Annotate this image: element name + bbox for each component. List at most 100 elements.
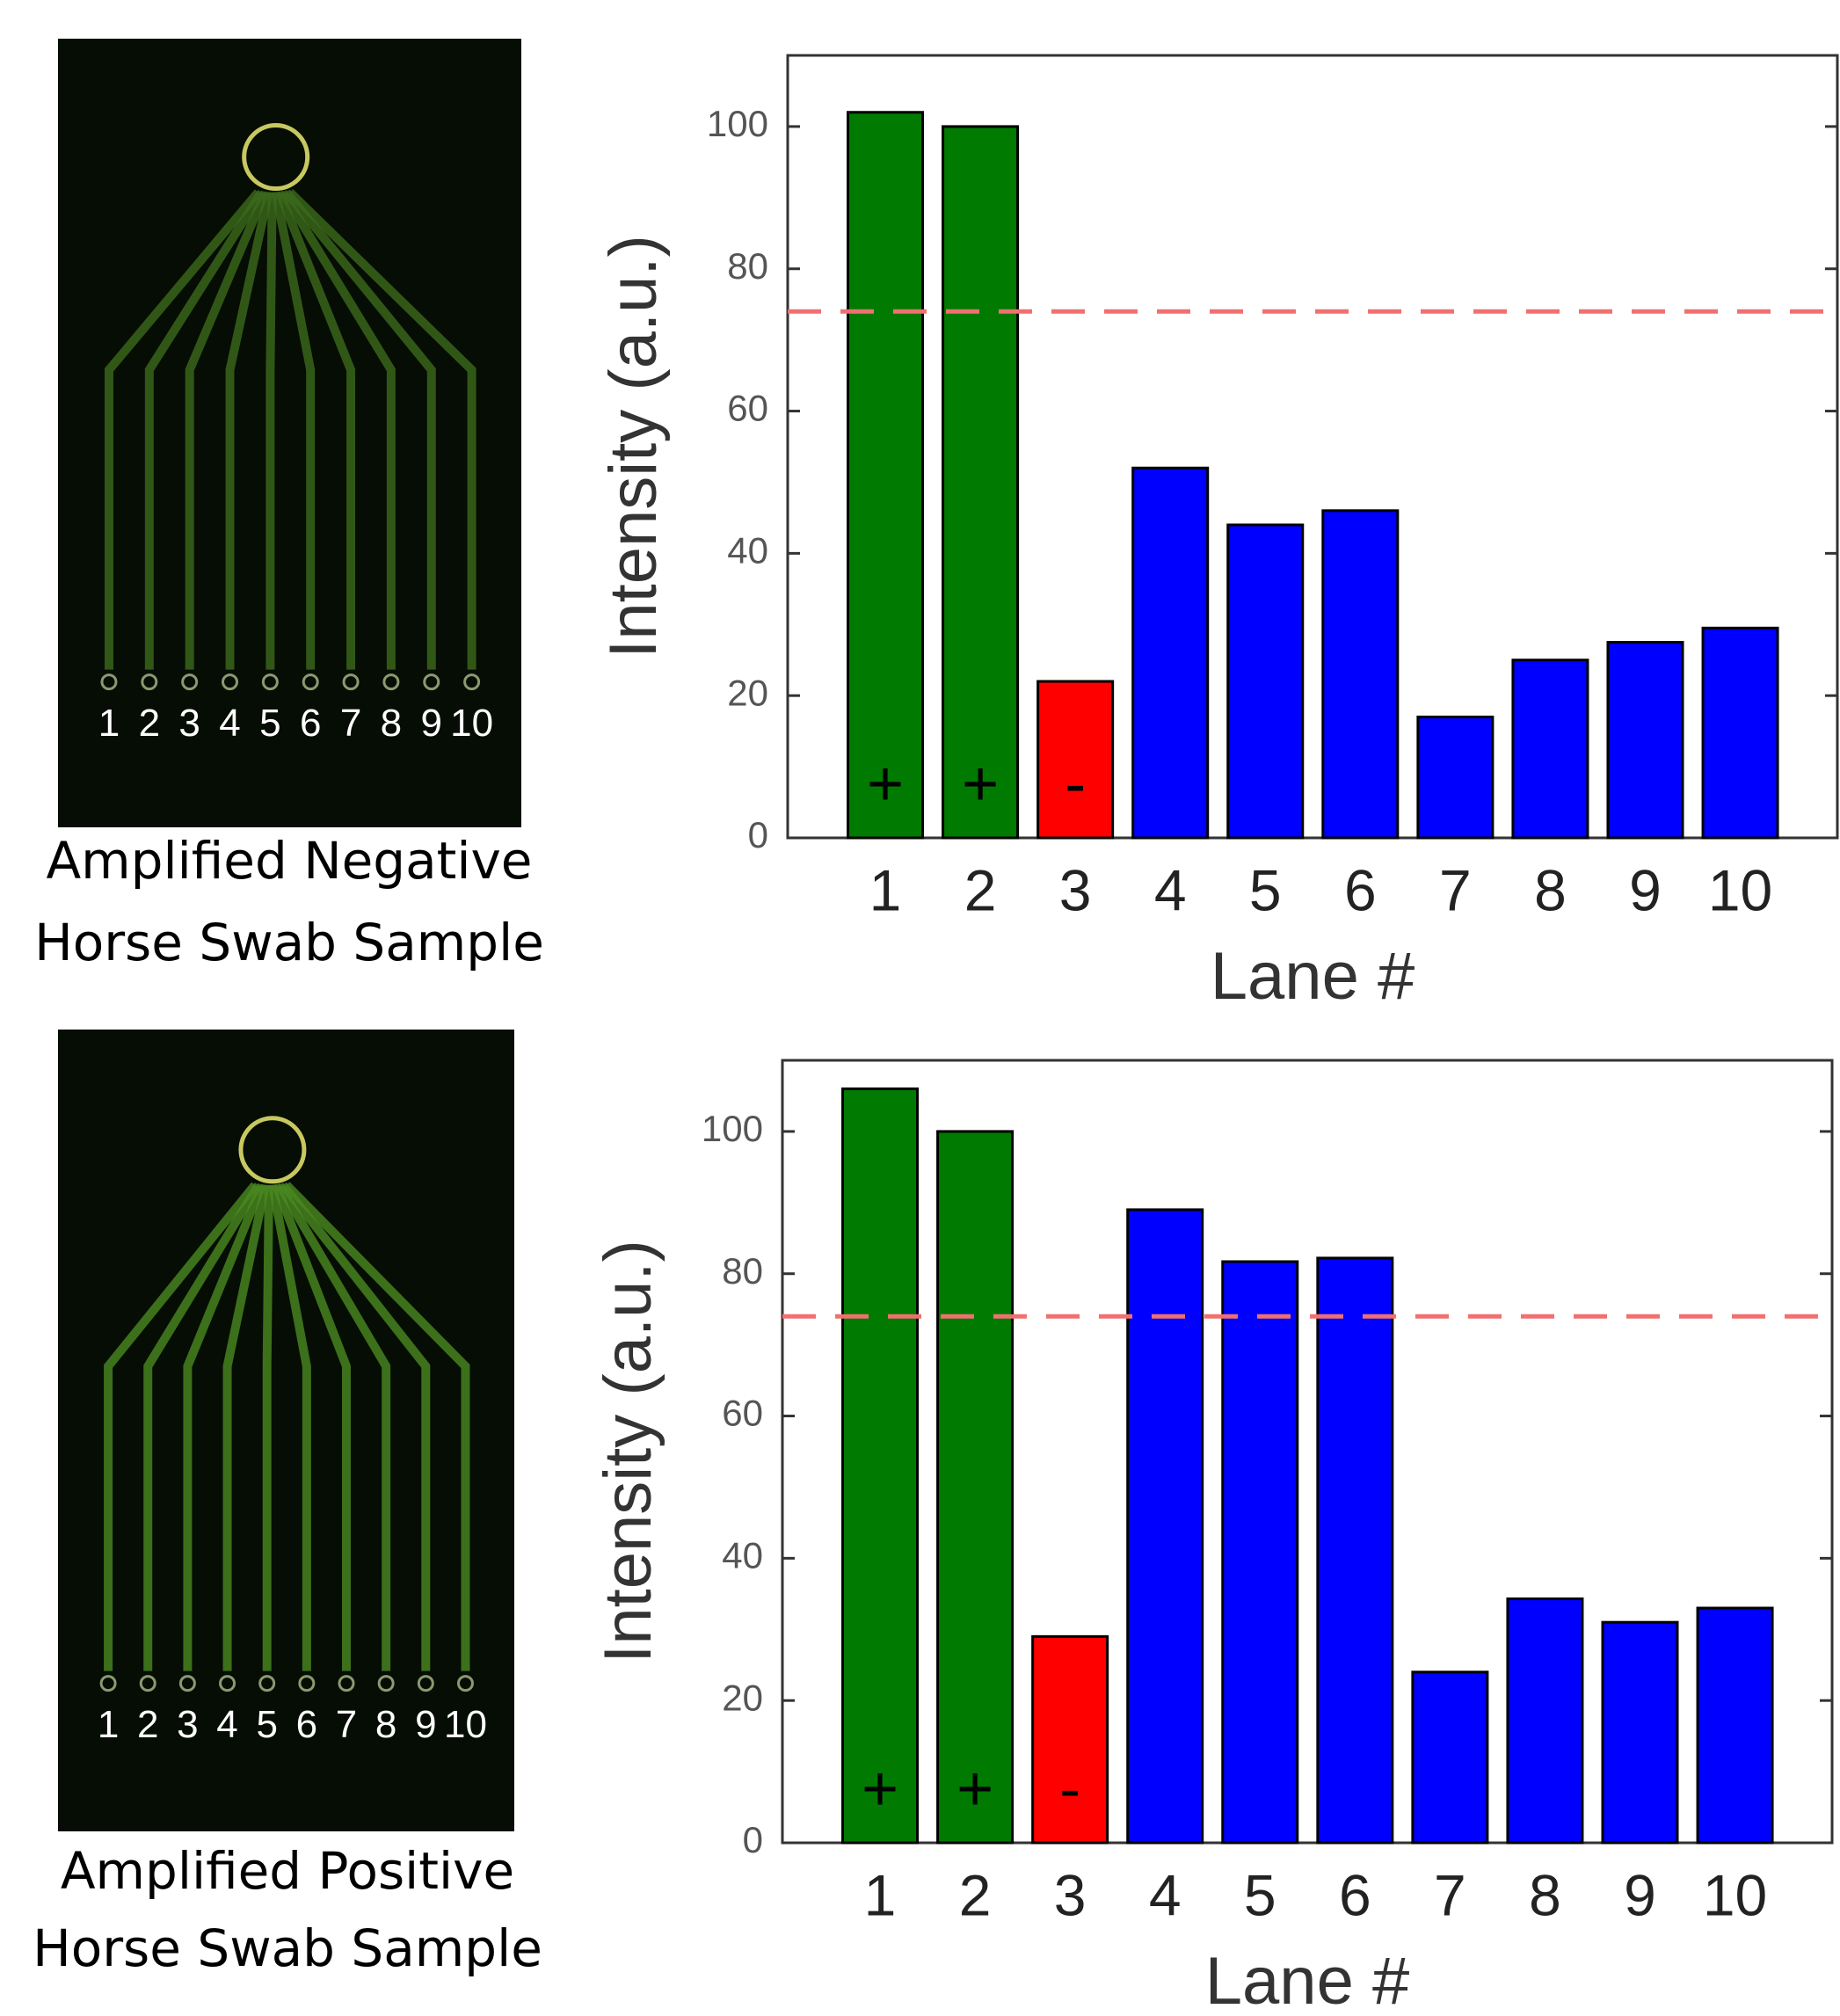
bar-mark: - [1059,1754,1080,1824]
bar [1226,523,1305,840]
photo [58,1030,514,1831]
bar [1036,680,1115,840]
photo-well [338,1675,355,1692]
bar [1606,641,1684,840]
x-tick-label: 6 [1339,1862,1371,1927]
photo-lane-label: 8 [375,1703,396,1746]
x-tick-label: 9 [1624,1862,1656,1927]
photo-well [258,1675,276,1692]
bar [1416,715,1495,840]
photo-lane-label: 7 [336,1703,357,1746]
photo-lane-label: 7 [340,702,361,745]
x-axis-title: Lane # [1211,939,1415,1014]
photo-lane-label: 5 [256,1703,277,1746]
bar [1506,1597,1584,1845]
photo-lane-label: 1 [98,1703,119,1746]
x-tick-label: 7 [1434,1862,1466,1927]
photo-channel [143,1183,263,1671]
photo-channel [279,189,396,670]
photo-caption: Horse Swab Sample [34,913,544,972]
y-tick-label: 0 [743,1819,763,1860]
photo-well [463,673,481,691]
x-tick-label: 1 [869,857,902,922]
photo-channel [271,191,316,670]
y-tick-label: 80 [722,1250,763,1292]
photo-channel [275,1183,391,1671]
photo-channel [287,188,476,670]
photo-lane-label: 4 [216,1703,237,1746]
photo-channel [225,191,273,670]
y-axis-title: Intensity (a.u.) [596,235,671,659]
x-tick-label: 1 [864,1862,897,1927]
photo-port [242,123,310,192]
photo-channel [265,192,277,670]
bar [942,125,1020,840]
bar [841,1087,920,1845]
bar-mark: + [956,1754,993,1824]
photo-port [238,1116,307,1184]
photo-lane-label: 3 [177,1703,198,1746]
photo-channel [280,1182,431,1671]
photo-channel [222,1183,270,1671]
photo-lane-label: 4 [219,702,240,745]
photo-lane-label: 1 [98,702,120,745]
photo-channel [183,1183,266,1671]
photo-channel [268,1183,311,1671]
photo-channel [144,189,265,670]
photo-well [99,1675,117,1692]
photo-well [178,1675,196,1692]
y-tick-label: 20 [722,1677,763,1718]
photo-lane-label: 9 [415,1703,436,1746]
photo-well [302,673,319,691]
photo-caption: Horse Swab Sample [33,1918,542,1978]
y-tick-label: 40 [722,1534,763,1576]
x-tick-label: 2 [964,857,997,922]
photo-channel [272,1183,352,1671]
photo-lane-label: 10 [450,702,493,745]
photo-well [261,673,279,691]
bar [1221,1260,1299,1845]
photo-well [298,1675,316,1692]
y-tick-label: 80 [727,245,768,287]
photo-channel [104,1182,258,1671]
photo-lane-label: 6 [300,702,321,745]
y-tick-label: 100 [702,1108,763,1149]
x-tick-label: 4 [1149,1862,1182,1927]
photo-well [417,1675,434,1692]
photo-well [141,673,158,691]
photo-channel [104,189,262,670]
photo-channel [262,1184,273,1671]
bar-mark: + [867,749,904,819]
bar [1321,509,1400,840]
x-tick-label: 7 [1439,857,1472,922]
x-tick-label: 5 [1249,857,1282,922]
bar [1701,626,1779,840]
y-axis-title: Intensity (a.u.) [591,1240,665,1663]
photo-lane-label: 2 [139,702,160,745]
photo-lane-label: 5 [259,702,280,745]
y-tick-label: 40 [727,529,768,571]
bar [1131,466,1210,840]
y-tick-label: 60 [727,388,768,429]
photo-channel [283,1182,470,1671]
bar [936,1130,1015,1845]
bar [1601,1620,1679,1845]
photo-well [456,1675,474,1692]
bar [1411,1670,1489,1845]
photo-caption: Amplified Positive [61,1841,514,1901]
photo-well [100,673,118,691]
x-tick-label: 9 [1629,857,1662,922]
bar [1316,1256,1394,1845]
photo-well [222,673,239,691]
photo-channel [185,190,270,670]
bar [847,111,925,840]
y-tick-label: 0 [748,814,768,855]
photo-well [382,673,400,691]
bar [1511,659,1589,840]
x-tick-label: 5 [1244,1862,1276,1927]
x-tick-label: 2 [959,1862,992,1927]
photo-lane-label: 8 [381,702,402,745]
y-tick-label: 100 [707,103,768,144]
photo-channel [282,189,436,670]
